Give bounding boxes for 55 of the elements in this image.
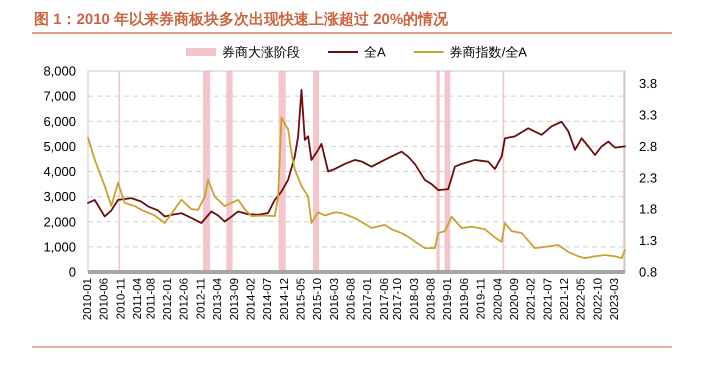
x-tick-label: 2019-06 — [458, 278, 471, 320]
x-tick-label: 2022-10 — [592, 278, 604, 320]
y-tick-label: 0 — [68, 264, 76, 280]
x-tick-label: 2020-09 — [508, 278, 521, 320]
x-tick-label: 2017-06 — [378, 278, 391, 320]
x-tick-label: 2021-07 — [542, 278, 554, 320]
legend-label: 券商大涨阶段 — [222, 44, 300, 60]
y2-tick-label: 2.8 — [639, 138, 658, 154]
x-tick-label: 2013-09 — [228, 278, 241, 320]
y-tick-label: 4,000 — [43, 164, 76, 179]
x-tick-label: 2011-08 — [145, 278, 158, 320]
x-tick-label: 2013-04 — [212, 277, 224, 320]
legend-label: 全A — [364, 44, 386, 60]
x-tick-label: 2015-10 — [312, 278, 324, 320]
y-tick-label: 5,000 — [43, 138, 76, 154]
x-tick-label: 2022-05 — [576, 278, 588, 320]
y-tick-label: 8,000 — [43, 64, 76, 78]
x-tick-label: 2019-11 — [476, 278, 488, 320]
x-tick-label: 2012-01 — [162, 278, 174, 320]
y2-tick-label: 0.8 — [639, 264, 658, 280]
y-tick-label: 3,000 — [43, 189, 76, 204]
x-tick-label: 2019-01 — [442, 278, 454, 320]
y2-tick-label: 1.8 — [639, 202, 658, 217]
x-tick-label: 2014-02 — [245, 278, 258, 320]
y2-tick-label: 1.3 — [639, 233, 658, 248]
x-tick-label: 2010-06 — [98, 278, 111, 320]
y2-tick-label: 3.3 — [639, 107, 658, 122]
y2-tick-label: 2.3 — [639, 170, 658, 186]
x-tick-label: 2011-04 — [132, 277, 144, 320]
x-tick-label: 2016-08 — [345, 278, 358, 320]
x-tick-label: 2010-11 — [115, 278, 128, 320]
y-tick-label: 2,000 — [43, 214, 76, 230]
x-tick-label: 2018-03 — [408, 278, 421, 320]
x-tick-label: 2017-01 — [362, 278, 374, 320]
y-tick-label: 1,000 — [43, 239, 76, 254]
x-tick-label: 2021-02 — [526, 278, 538, 320]
y-tick-label: 7,000 — [43, 88, 76, 104]
x-tick-label: 2023-03 — [608, 278, 621, 320]
x-tick-label: 2015-05 — [295, 278, 308, 320]
x-tick-label: 2014-07 — [262, 278, 274, 320]
legend-label: 券商指数/全A — [450, 44, 528, 60]
line-series — [87, 88, 626, 224]
line-series — [87, 116, 626, 260]
x-tick-label: 2016-03 — [328, 278, 341, 320]
x-tick-label: 2012-06 — [178, 278, 191, 320]
x-tick-label: 2012-11 — [195, 278, 208, 320]
x-tick-label: 2020-04 — [492, 277, 504, 320]
x-tick-label: 2017-10 — [392, 278, 404, 320]
y2-tick-label: 3.8 — [639, 76, 658, 92]
chart-title: 图 1：2010 年以来券商板块多次出现快速上涨超过 20%的情况 — [34, 10, 450, 28]
x-tick-label: 2014-12 — [278, 278, 291, 320]
x-tick-label: 2018-08 — [426, 278, 438, 320]
x-tick-label: 2021-12 — [558, 278, 571, 320]
x-tick-label: 2010-01 — [82, 278, 94, 320]
y-tick-label: 6,000 — [43, 114, 76, 129]
